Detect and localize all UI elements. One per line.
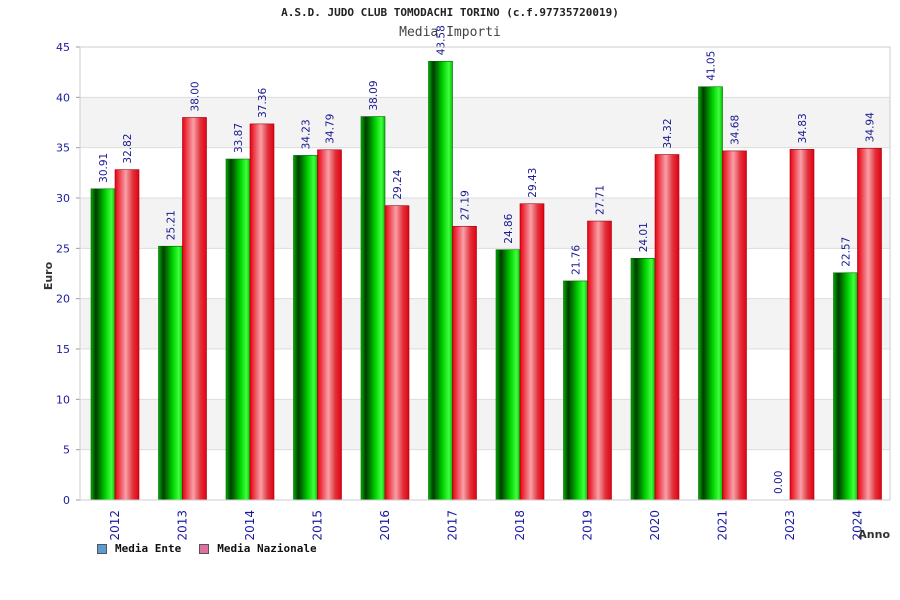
x-tick-label: 2014 <box>243 510 257 541</box>
grid-band <box>80 399 890 450</box>
y-tick-label: 30 <box>56 192 70 205</box>
grid-band <box>80 349 890 400</box>
bar-media-ente <box>90 188 116 501</box>
chart-subtitle: Media Importi <box>399 25 501 40</box>
legend-item-media-ente: Media Ente <box>97 542 181 555</box>
y-tick-label: 15 <box>56 343 70 356</box>
data-label: 29.24 <box>392 169 404 199</box>
bar-media-nazionale <box>182 117 207 501</box>
bar-media-nazionale <box>384 205 410 501</box>
data-label: 21.76 <box>571 245 583 275</box>
legend-label-media-nazionale: Media Nazionale <box>217 542 317 555</box>
y-tick-label: 0 <box>63 494 70 507</box>
data-label: 22.57 <box>841 237 853 267</box>
data-label: 34.94 <box>865 112 877 142</box>
y-tick-label: 35 <box>56 142 70 155</box>
data-label: 41.05 <box>706 51 718 81</box>
x-tick-label: 2017 <box>446 510 460 541</box>
grid-band <box>80 97 890 148</box>
y-tick-label: 25 <box>56 242 70 255</box>
x-tick-label: 2015 <box>311 510 325 541</box>
grid-band <box>80 449 890 500</box>
bar-media-nazionale <box>857 147 882 501</box>
bar-media-ente <box>563 280 588 501</box>
data-label: 27.19 <box>460 190 472 220</box>
bar-media-ente <box>360 116 386 501</box>
bar-media-nazionale <box>317 149 342 501</box>
data-label: 37.36 <box>257 88 269 118</box>
plot-frame <box>79 46 891 501</box>
data-label: 34.68 <box>730 115 742 145</box>
grid-band <box>80 147 890 198</box>
x-tick-label: 2020 <box>648 510 662 541</box>
data-label: 27.71 <box>595 185 607 215</box>
y-tick-label: 10 <box>56 393 70 406</box>
data-label: 34.32 <box>662 118 674 148</box>
chart-title: A.S.D. JUDO CLUB TOMODACHI TORINO (c.f.9… <box>281 6 619 19</box>
bar-media-ente <box>630 257 656 501</box>
bar-media-nazionale <box>249 123 275 501</box>
data-label: 33.87 <box>233 123 245 153</box>
data-label: 24.01 <box>638 222 650 252</box>
data-label: 34.83 <box>797 113 809 143</box>
bar-media-nazionale <box>722 150 747 501</box>
bar-media-ente <box>698 86 723 501</box>
x-axis-label: Anno <box>858 528 890 541</box>
y-tick-label: 20 <box>56 293 70 306</box>
x-tick-label: 2016 <box>378 510 392 541</box>
data-label: 29.43 <box>527 168 539 198</box>
x-tick-label: 2012 <box>108 510 122 541</box>
bar-media-ente <box>428 60 453 501</box>
data-label: 43.58 <box>436 25 448 55</box>
bar-media-ente <box>225 158 251 501</box>
bar-media-nazionale <box>587 220 612 501</box>
y-tick-label: 5 <box>63 444 70 457</box>
y-tick-label: 45 <box>56 41 70 54</box>
grid-band <box>80 248 890 299</box>
data-label: 32.82 <box>122 134 134 164</box>
bar-media-ente <box>833 272 858 501</box>
data-label: 38.09 <box>368 80 380 110</box>
x-tick-label: 2023 <box>783 510 797 541</box>
bar-media-nazionale <box>654 154 680 501</box>
bar-media-nazionale <box>789 149 815 501</box>
grid-band <box>80 298 890 349</box>
data-label: 25.21 <box>166 210 178 240</box>
bar-media-ente <box>495 249 521 501</box>
x-tick-label: 2021 <box>716 510 730 541</box>
bar-media-ente <box>293 155 318 501</box>
legend-label-media-ente: Media Ente <box>115 542 182 555</box>
legend-swatch-media-nazionale <box>199 543 210 554</box>
data-label: 30.91 <box>98 153 110 183</box>
grid-band <box>80 47 890 98</box>
bar-media-nazionale <box>519 203 545 501</box>
data-label: 34.23 <box>301 119 313 149</box>
grid-band <box>80 198 890 249</box>
legend-swatch-media-ente <box>97 543 107 554</box>
x-tick-label: 2018 <box>513 510 527 541</box>
data-label: 0.00 <box>773 471 785 494</box>
x-tick-label: 2024 <box>851 510 865 541</box>
legend: Media Ente Media Nazionale <box>97 542 335 555</box>
data-label: 38.00 <box>190 81 202 111</box>
y-axis-label: Euro <box>42 261 55 290</box>
y-tick-label: 40 <box>56 91 70 104</box>
bar-media-nazionale <box>114 169 140 501</box>
bar-media-ente <box>158 245 183 501</box>
data-label: 24.86 <box>503 213 515 243</box>
legend-item-media-nazionale: Media Nazionale <box>199 542 317 555</box>
x-tick-label: 2019 <box>581 510 595 541</box>
bar-media-nazionale <box>452 225 477 501</box>
data-label: 34.79 <box>325 114 337 144</box>
x-tick-label: 2013 <box>176 510 190 541</box>
